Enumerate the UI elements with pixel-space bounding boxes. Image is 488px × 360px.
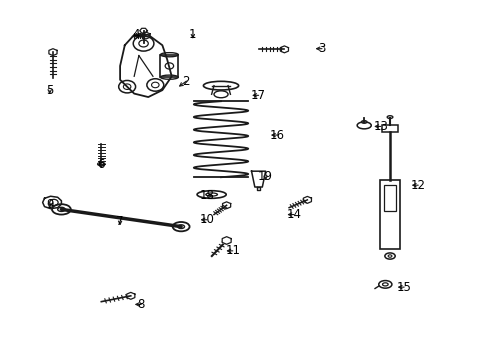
- Text: 6: 6: [98, 158, 105, 171]
- Text: 5: 5: [46, 84, 53, 96]
- Text: 9: 9: [46, 198, 53, 211]
- Text: 8: 8: [137, 298, 144, 311]
- Bar: [379, 180, 400, 249]
- Text: 14: 14: [285, 208, 301, 221]
- Text: 19: 19: [258, 170, 273, 183]
- Text: 11: 11: [225, 244, 240, 257]
- Text: 13: 13: [372, 120, 387, 133]
- Polygon shape: [222, 237, 231, 244]
- Text: 12: 12: [410, 179, 425, 192]
- Text: 3: 3: [318, 42, 325, 55]
- Text: 4: 4: [133, 28, 140, 41]
- Text: 16: 16: [269, 129, 285, 141]
- Text: 2: 2: [182, 75, 189, 88]
- Bar: [160, 55, 178, 77]
- Bar: [384, 185, 395, 211]
- Text: 7: 7: [116, 215, 123, 228]
- Text: 15: 15: [396, 281, 411, 294]
- Text: 10: 10: [199, 213, 214, 226]
- Text: 17: 17: [250, 89, 265, 102]
- Text: 18: 18: [199, 189, 214, 202]
- Bar: [381, 125, 397, 132]
- Text: 1: 1: [189, 28, 196, 41]
